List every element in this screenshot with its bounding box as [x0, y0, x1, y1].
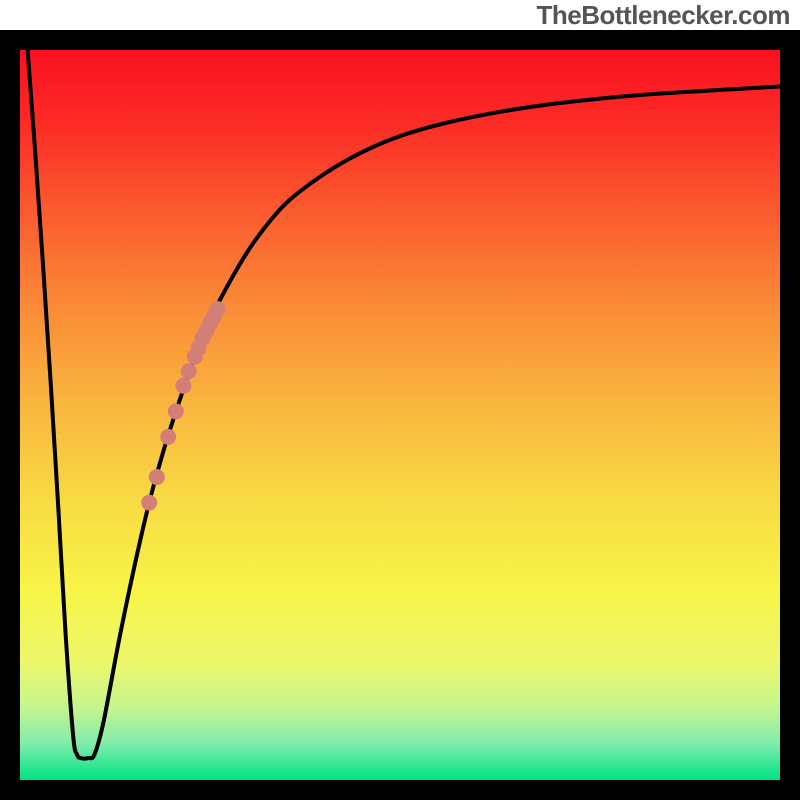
data-marker: [160, 429, 176, 445]
data-marker: [210, 301, 226, 317]
data-marker: [175, 378, 191, 394]
data-marker: [141, 495, 157, 511]
data-marker: [181, 363, 197, 379]
data-marker: [149, 469, 165, 485]
plot-background-gradient: [20, 50, 780, 780]
bottleneck-curve-chart: [0, 0, 800, 800]
chart-container: TheBottlenecker.com: [0, 0, 800, 800]
watermark-text: TheBottlenecker.com: [537, 0, 790, 31]
data-marker: [168, 403, 184, 419]
